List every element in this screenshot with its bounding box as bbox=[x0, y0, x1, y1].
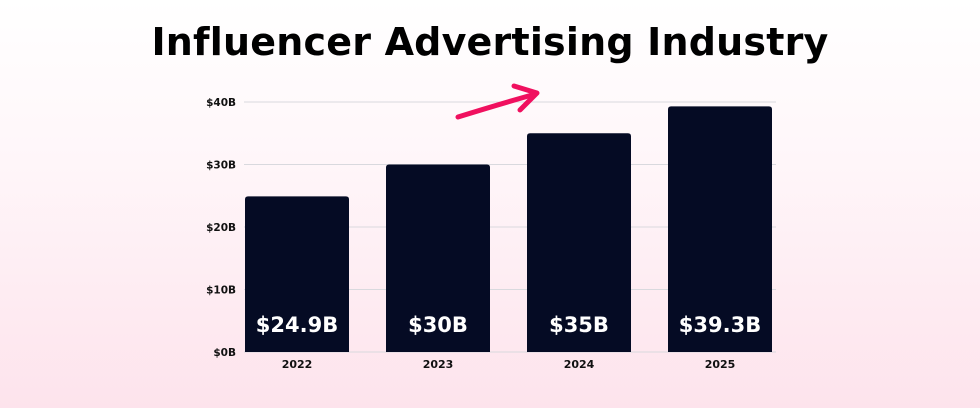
y-tick-label: $20B bbox=[206, 222, 236, 234]
data-labels: $24.9B $30B $35B $39.3B bbox=[256, 313, 761, 337]
data-label: $39.3B bbox=[679, 313, 761, 337]
bar-2023 bbox=[386, 164, 490, 352]
x-tick-label: 2024 bbox=[564, 358, 595, 371]
y-tick-label: $10B bbox=[206, 285, 236, 297]
bars bbox=[245, 106, 772, 352]
x-tick-label: 2025 bbox=[705, 358, 736, 371]
data-label: $35B bbox=[549, 313, 609, 337]
data-label: $30B bbox=[408, 313, 468, 337]
y-axis-tick-labels: $0B $10B $20B $30B $40B bbox=[206, 97, 236, 359]
data-label: $24.9B bbox=[256, 313, 338, 337]
bar-2025 bbox=[668, 106, 772, 352]
bar-2022 bbox=[245, 196, 349, 352]
y-tick-label: $30B bbox=[206, 160, 236, 172]
x-tick-label: 2022 bbox=[282, 358, 313, 371]
chart-title: Influencer Advertising Industry bbox=[151, 20, 829, 64]
x-tick-label: 2023 bbox=[423, 358, 454, 371]
y-tick-label: $0B bbox=[213, 347, 236, 359]
upward-trend-arrow-icon bbox=[455, 83, 540, 120]
bar-2024 bbox=[527, 133, 631, 352]
x-axis-tick-labels: 2022 2023 2024 2025 bbox=[282, 358, 736, 371]
y-tick-label: $40B bbox=[206, 97, 236, 109]
